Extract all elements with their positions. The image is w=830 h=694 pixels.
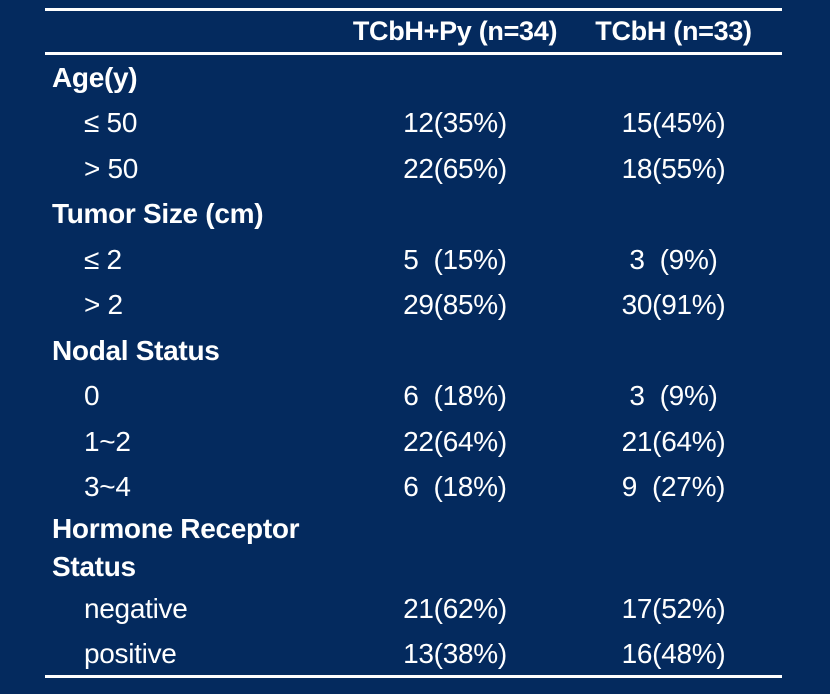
table-row-tumor-size: Tumor Size (cm) xyxy=(45,192,782,238)
value-tcbh-py: 6 (18%) xyxy=(403,380,507,412)
table-row-nodal-0: 0 6 (18%) 3 (9%) xyxy=(45,374,782,420)
row-label: Nodal Status xyxy=(52,334,220,366)
table-row-hr-negative: negative 21(62%) 17(52%) xyxy=(45,586,782,632)
row-label: negative xyxy=(84,592,188,624)
table-row-nodal-3-4: 3~4 6 (18%) 9 (27%) xyxy=(45,465,782,511)
table-header-row: TCbH+Py (n=34) TCbH (n=33) xyxy=(45,10,782,52)
table-rule-header xyxy=(45,52,782,55)
table-row-hr-positive: positive 13(38%) 16(48%) xyxy=(45,632,782,678)
value-tcbh: 16(48%) xyxy=(621,638,726,670)
table-row-nodal-1-2: 1~2 22(64%) 21(64%) xyxy=(45,419,782,465)
value-tcbh: 9 (27%) xyxy=(621,471,726,503)
value-tcbh-py: 12(35%) xyxy=(403,107,507,139)
row-label-line2: Status xyxy=(52,551,136,582)
row-label: ≤ 2 xyxy=(84,243,122,275)
value-tcbh: 15(45%) xyxy=(621,107,726,139)
row-label: 0 xyxy=(84,380,100,412)
column-header-tcbh: TCbH (n=33) xyxy=(595,15,752,46)
value-tcbh: 17(52%) xyxy=(621,592,726,624)
value-tcbh-py: 21(62%) xyxy=(403,592,507,624)
value-tcbh-py: 29(85%) xyxy=(403,289,507,321)
value-tcbh-py: 5 (15%) xyxy=(403,243,507,275)
value-tcbh-py: 22(65%) xyxy=(403,152,507,184)
table-rule-top xyxy=(45,8,782,11)
value-tcbh: 3 (9%) xyxy=(629,243,718,275)
row-label: > 2 xyxy=(84,289,123,321)
table-row-nodal-status: Nodal Status xyxy=(45,328,782,374)
row-label: Tumor Size (cm) xyxy=(52,198,264,230)
row-label: Hormone Receptor Status xyxy=(45,510,345,586)
row-label: positive xyxy=(84,638,177,670)
value-tcbh: 3 (9%) xyxy=(629,380,718,412)
table-rule-bottom xyxy=(45,675,782,678)
table-row-age-le50: ≤ 50 12(35%) 15(45%) xyxy=(45,101,782,147)
row-label: ≤ 50 xyxy=(84,107,138,139)
table-row-tumor-gt2: > 2 29(85%) 30(91%) xyxy=(45,283,782,329)
row-label: 1~2 xyxy=(84,425,131,457)
row-label: > 50 xyxy=(84,152,139,184)
row-label: Age(y) xyxy=(52,61,138,93)
value-tcbh-py: 6 (18%) xyxy=(403,471,507,503)
value-tcbh-py: 13(38%) xyxy=(403,638,507,670)
value-tcbh: 18(55%) xyxy=(621,152,726,184)
column-header-tcbh-py: TCbH+Py (n=34) xyxy=(352,15,558,46)
table-row-age: Age(y) xyxy=(45,55,782,101)
value-tcbh: 30(91%) xyxy=(621,289,726,321)
row-label-line1: Hormone Receptor xyxy=(52,513,300,544)
table-body: Age(y) ≤ 50 12(35%) 15(45%) > 50 22(65%)… xyxy=(45,55,782,677)
row-label: 3~4 xyxy=(84,471,131,503)
table-row-hormone-receptor: Hormone Receptor Status xyxy=(45,510,782,586)
table-row-tumor-le2: ≤ 2 5 (15%) 3 (9%) xyxy=(45,237,782,283)
value-tcbh: 21(64%) xyxy=(621,425,726,457)
value-tcbh-py: 22(64%) xyxy=(403,425,507,457)
table-row-age-gt50: > 50 22(65%) 18(55%) xyxy=(45,146,782,192)
